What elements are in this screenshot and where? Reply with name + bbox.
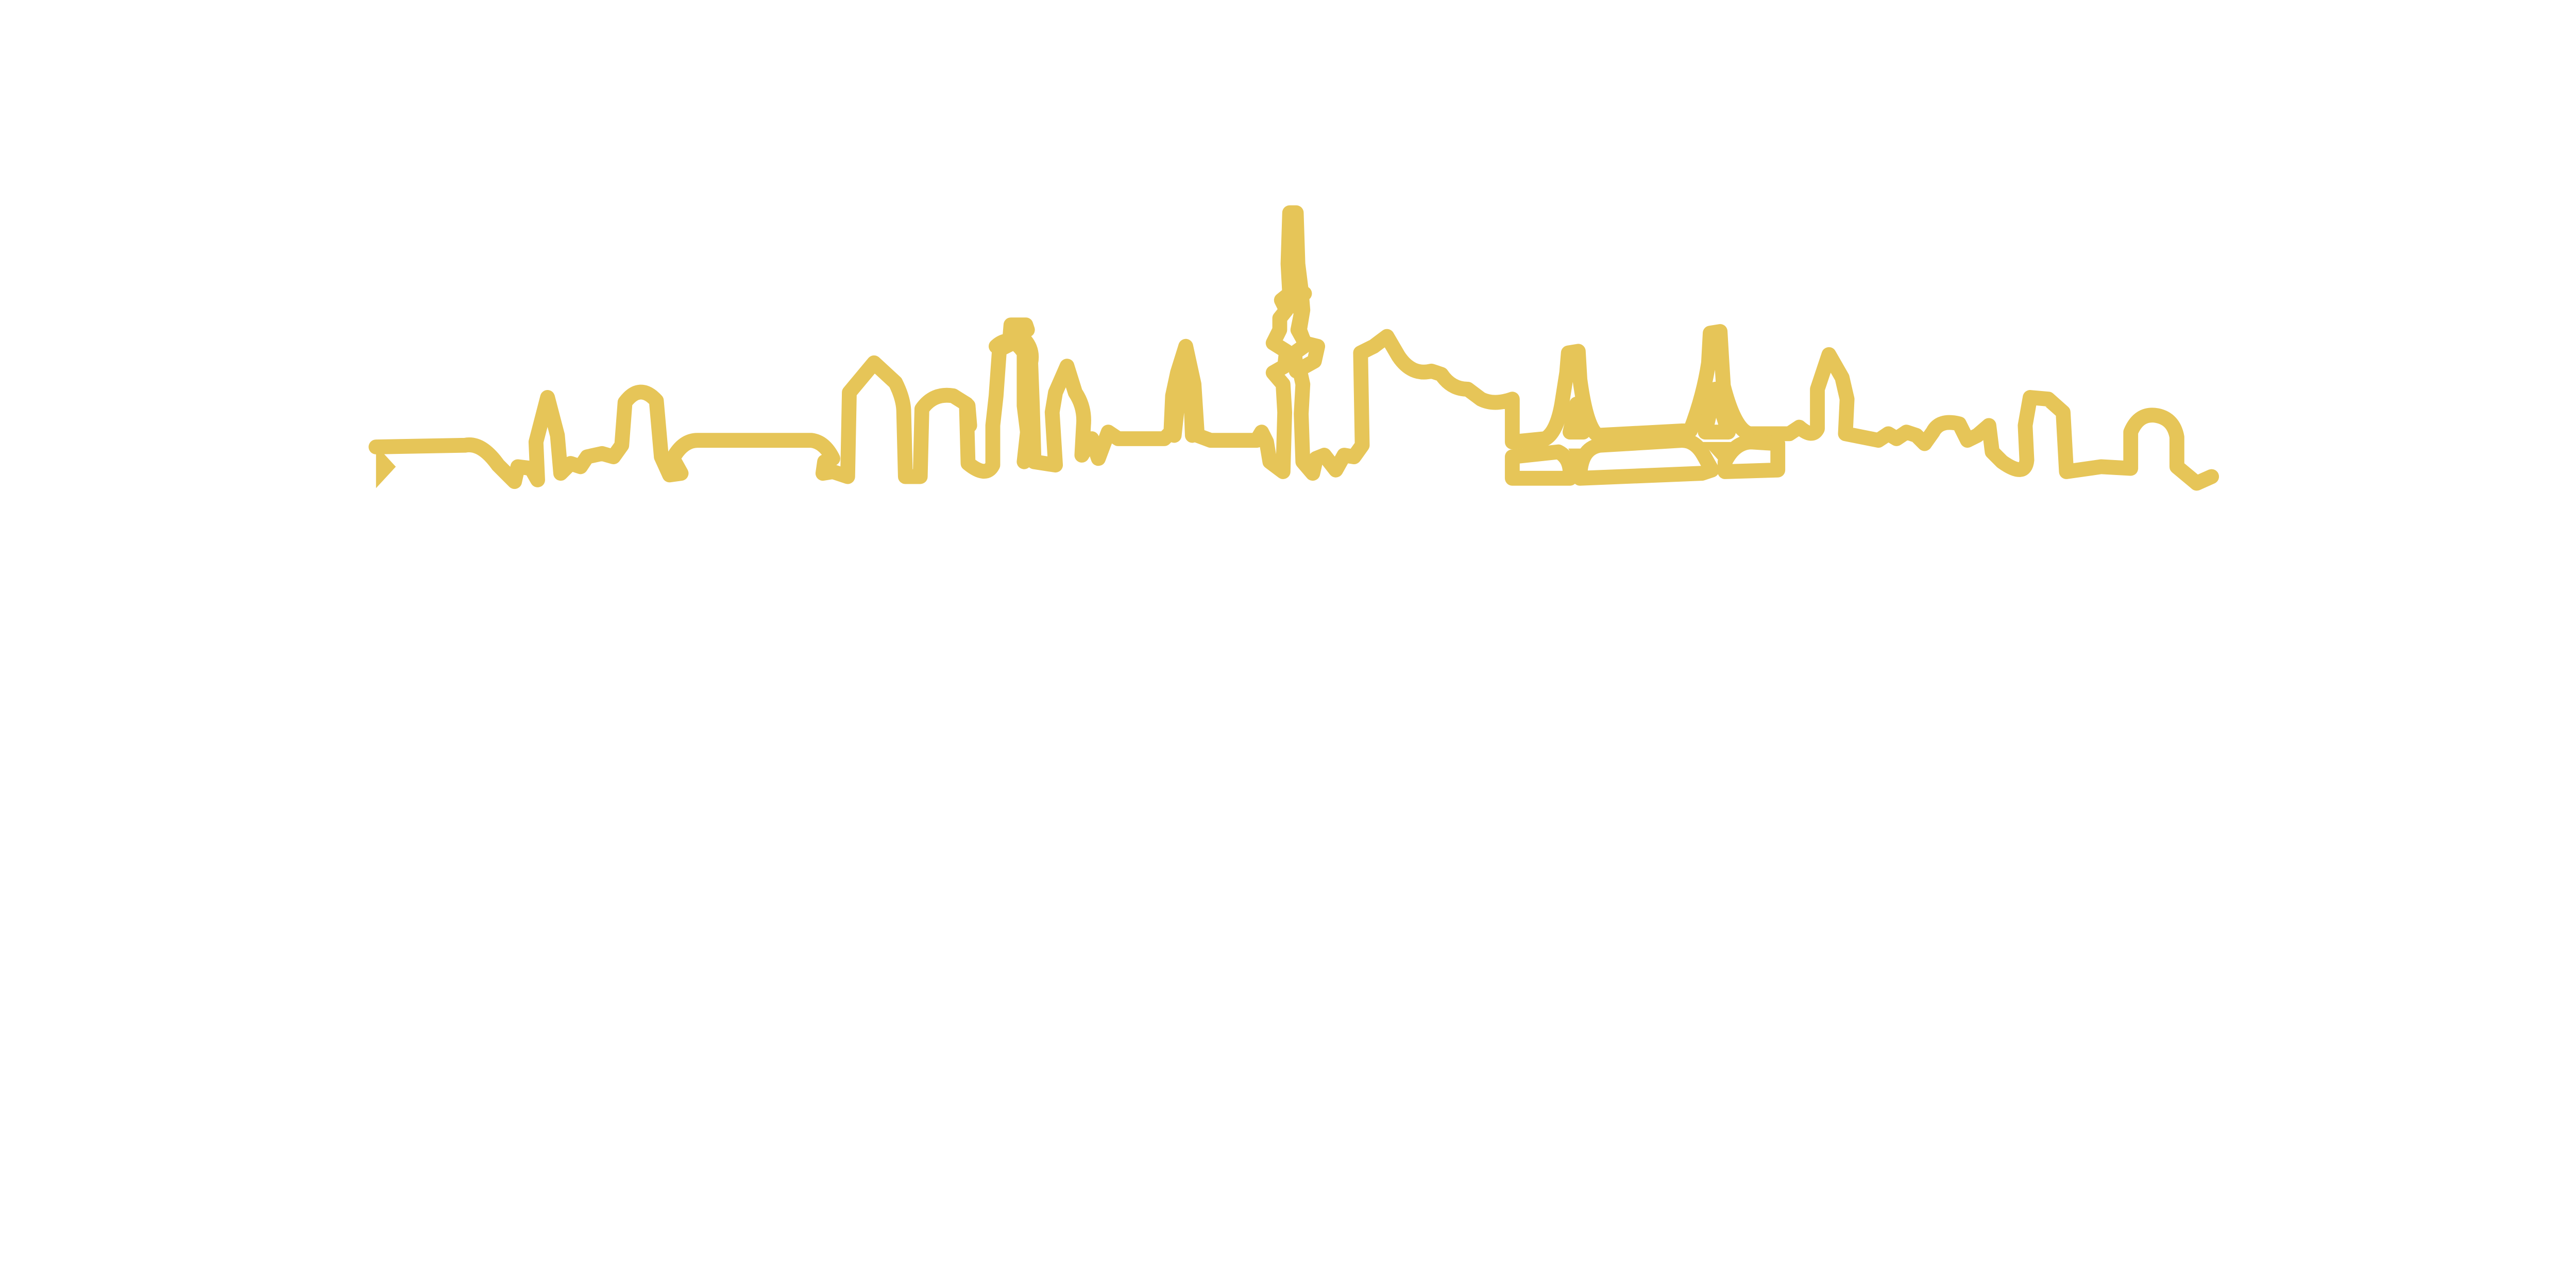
- spire-inner-line: [989, 333, 1035, 469]
- triangle-ornament-right: [1702, 442, 1735, 461]
- right-end-stroke: [2189, 469, 2219, 491]
- building-block-1: [1504, 444, 1578, 486]
- triangle-ornament-left: [1568, 448, 1583, 465]
- left-spire-inner: [1562, 396, 1591, 440]
- tower-inner-line: [1287, 286, 1314, 379]
- cathedral-inner-line: [1166, 359, 1200, 443]
- building-block-2: [1572, 433, 1720, 486]
- skyline-outline: [368, 205, 2219, 491]
- building-block-3: [1717, 434, 1786, 479]
- left-arrow-tip: [376, 445, 396, 488]
- dome-inner-line: [960, 398, 977, 433]
- right-spire-inner: [1698, 382, 1736, 440]
